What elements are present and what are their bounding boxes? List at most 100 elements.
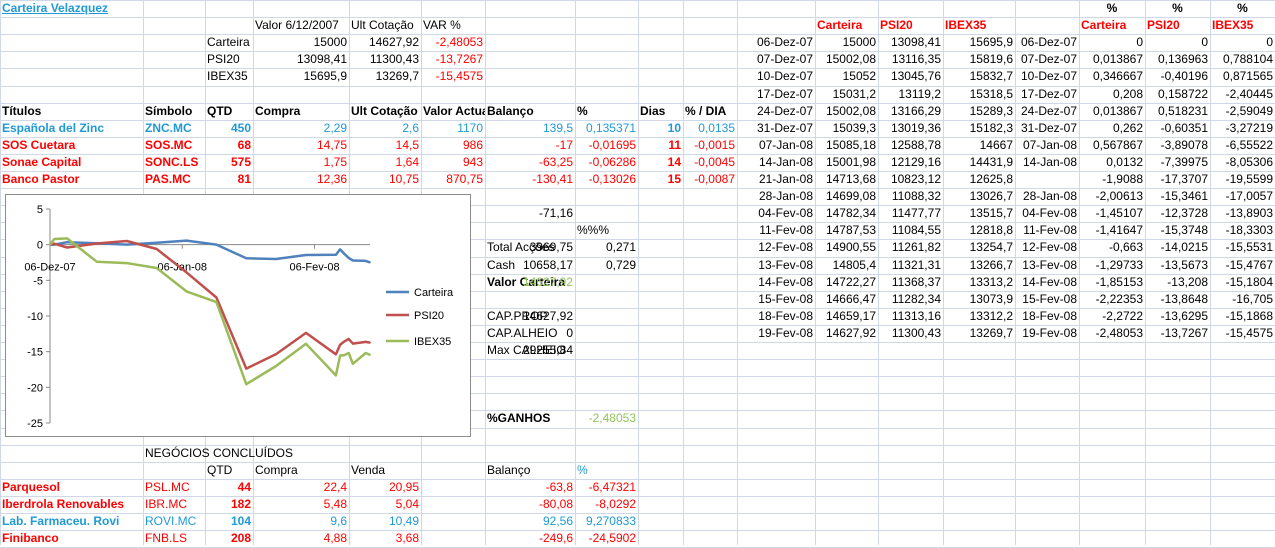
summary-row-var[interactable]: -2,48053 — [435, 35, 483, 49]
history-date[interactable]: 14-Fev-08 — [758, 275, 813, 289]
holding-balanco[interactable]: 139,5 — [542, 121, 573, 135]
history-pct-header-psi20[interactable]: PSI20 — [1147, 18, 1180, 32]
ganhos-value[interactable]: -2,48053 — [588, 411, 636, 425]
history-pct-psi20[interactable]: -12,3728 — [1160, 206, 1208, 220]
concluded-header-pct[interactable]: % — [577, 463, 588, 477]
history-carteira[interactable]: 14787,53 — [825, 223, 876, 237]
history-psi20[interactable]: 10823,12 — [890, 172, 941, 186]
concluded-balanco[interactable]: 92,56 — [542, 514, 573, 528]
history-carteira[interactable]: 14627,92 — [825, 326, 876, 340]
history-date2[interactable]: 04-Fev-08 — [1022, 206, 1077, 220]
holding-qtd[interactable]: 575 — [230, 155, 251, 169]
holding-qtd[interactable]: 68 — [237, 138, 251, 152]
holdings-header-9[interactable]: % / DIA — [685, 104, 727, 118]
history-pct-carteira[interactable]: 0 — [1136, 35, 1143, 49]
holding-titulo[interactable]: SOS Cuetara — [2, 138, 76, 152]
max-calheio-label[interactable]: Max CALHEIO — [487, 343, 566, 357]
history-pct-ibex35[interactable]: 0,871565 — [1222, 69, 1273, 83]
holding-qtd[interactable]: 81 — [237, 172, 251, 186]
history-date2[interactable]: 28-Jan-08 — [1022, 189, 1077, 203]
history-psi20[interactable]: 11261,82 — [891, 240, 941, 254]
history-carteira[interactable]: 14782,34 — [825, 206, 876, 220]
concluded-simbolo[interactable]: FNB.LS — [145, 531, 188, 545]
concluded-title[interactable]: NEGÓCIOS CONCLUÍDOS — [145, 446, 294, 460]
history-pct-psi20[interactable]: -15,3748 — [1160, 223, 1208, 237]
history-date[interactable]: 21-Jan-08 — [758, 172, 813, 186]
summary-row-var[interactable]: -15,4575 — [435, 69, 483, 83]
balanco-total[interactable]: -71,16 — [538, 206, 573, 220]
history-pct-psi20[interactable]: -13,7267 — [1160, 326, 1208, 340]
concluded-simbolo[interactable]: ROVI.MC — [145, 514, 197, 528]
history-date2[interactable]: 19-Fev-08 — [1022, 326, 1077, 340]
summary-row-var[interactable]: -13,7267 — [435, 52, 483, 66]
cash-label[interactable]: Cash — [487, 258, 516, 272]
history-date[interactable]: 19-Fev-08 — [758, 326, 813, 340]
holding-pct[interactable]: -0,01695 — [588, 138, 636, 152]
history-pct-psi20[interactable]: 0,158722 — [1157, 87, 1208, 101]
history-psi20[interactable]: 11368,37 — [891, 275, 941, 289]
history-ibex35[interactable]: 15318,5 — [969, 87, 1013, 101]
history-pct-psi20[interactable]: -0,40196 — [1160, 69, 1208, 83]
holding-pct-dia[interactable]: -0,0087 — [694, 172, 735, 186]
history-pct-carteira[interactable]: 0,208 — [1112, 87, 1143, 101]
concluded-titulo[interactable]: Parquesol — [2, 480, 61, 494]
history-ibex35[interactable]: 15819,6 — [969, 52, 1013, 66]
concluded-venda[interactable]: 3,68 — [395, 531, 419, 545]
history-date[interactable]: 07-Jan-08 — [758, 138, 813, 152]
history-carteira[interactable]: 15002,08 — [825, 52, 876, 66]
pct-header[interactable]: %%% — [577, 223, 610, 237]
valor-carteira-value[interactable]: 14627,92 — [522, 275, 573, 289]
capprop-label[interactable]: CAP.PROP — [487, 309, 548, 323]
history-carteira[interactable]: 14805,4 — [832, 258, 876, 272]
concluded-pct[interactable]: 9,270833 — [585, 514, 636, 528]
history-pct-carteira[interactable]: -2,22353 — [1095, 292, 1143, 306]
history-date2[interactable]: 14-Fev-08 — [1022, 275, 1077, 289]
holdings-header-7[interactable]: % — [577, 104, 588, 118]
history-pct-carteira[interactable]: -1,85153 — [1095, 275, 1143, 289]
history-date2[interactable]: 14-Jan-08 — [1022, 155, 1077, 169]
holding-dias[interactable]: 11 — [668, 138, 681, 152]
acc-value[interactable]: 3969,75 — [529, 240, 573, 254]
concluded-header-balanco[interactable]: Balanço — [487, 463, 531, 477]
history-pct-top-ibex35[interactable]: % — [1237, 1, 1248, 15]
holding-simbolo[interactable]: SONC.LS — [145, 155, 199, 169]
history-psi20[interactable]: 11321,31 — [891, 258, 941, 272]
history-carteira[interactable]: 15085,18 — [825, 138, 876, 152]
acc-pct[interactable]: 0,271 — [605, 240, 636, 254]
history-ibex35[interactable]: 13313,2 — [969, 275, 1013, 289]
history-carteira[interactable]: 15000 — [842, 35, 876, 49]
history-date2[interactable]: 07-Dez-07 — [1020, 52, 1077, 66]
history-pct-header-carteira[interactable]: Carteira — [1081, 18, 1127, 32]
holding-ult[interactable]: 1,64 — [395, 155, 419, 169]
concluded-pct[interactable]: -6,47321 — [588, 480, 636, 494]
holding-titulo[interactable]: Sonae Capital — [2, 155, 82, 169]
concluded-header-venda[interactable]: Venda — [351, 463, 386, 477]
history-pct-carteira[interactable]: 0,567867 — [1092, 138, 1143, 152]
history-pct-psi20[interactable]: 0,518231 — [1157, 104, 1208, 118]
history-ibex35[interactable]: 12625,8 — [969, 172, 1013, 186]
cash-value[interactable]: 10658,17 — [522, 258, 573, 272]
concluded-qtd[interactable]: 104 — [230, 514, 251, 528]
holding-pct[interactable]: 0,135371 — [585, 121, 636, 135]
concluded-venda[interactable]: 10,49 — [388, 514, 419, 528]
history-date[interactable]: 31-Dez-07 — [756, 121, 813, 135]
concluded-titulo[interactable]: Iberdrola Renovables — [2, 497, 125, 511]
history-ibex35[interactable]: 13515,7 — [969, 206, 1013, 220]
history-pct-carteira[interactable]: -0,663 — [1108, 240, 1143, 254]
history-pct-ibex35[interactable]: -15,4575 — [1225, 326, 1273, 340]
history-date2[interactable]: 31-Dez-07 — [1020, 121, 1077, 135]
concluded-balanco[interactable]: -249,6 — [538, 531, 573, 545]
holding-pct[interactable]: -0,06286 — [588, 155, 636, 169]
max-calheio-value[interactable]: 29255,84 — [522, 343, 573, 357]
valor-carteira-label[interactable]: Valor Carteira — [487, 275, 566, 289]
history-pct-ibex35[interactable]: -2,40445 — [1225, 87, 1273, 101]
concluded-compra[interactable]: 4,88 — [323, 531, 347, 545]
history-pct-ibex35[interactable]: -18,3303 — [1225, 223, 1273, 237]
history-date2[interactable]: 15-Fev-08 — [1022, 292, 1077, 306]
summary-row-ult[interactable]: 14627,92 — [368, 35, 419, 49]
holdings-header-1[interactable]: Símbolo — [145, 104, 193, 118]
concluded-compra[interactable]: 9,6 — [330, 514, 347, 528]
holdings-header-0[interactable]: Títulos — [2, 104, 42, 118]
history-ibex35[interactable]: 13266,7 — [969, 258, 1013, 272]
history-date[interactable]: 12-Fev-08 — [758, 240, 813, 254]
